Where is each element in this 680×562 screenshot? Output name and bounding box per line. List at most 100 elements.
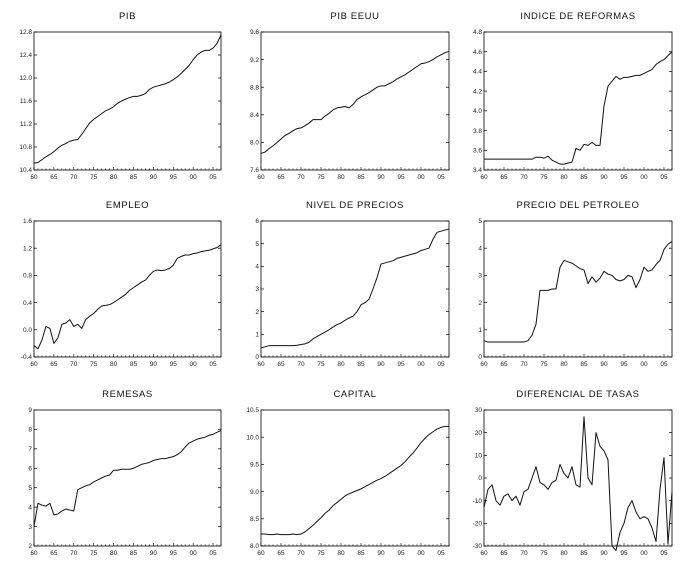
- x-tick-label: 65: [500, 361, 508, 368]
- y-tick-label: 0.4: [23, 300, 32, 307]
- x-tick-label: 80: [337, 550, 345, 557]
- chart-panel-3: INDICE DE REFORMAS 3.4 3.6 3.8 4.0 4.2 4.4 4.6 4…: [473, 11, 673, 181]
- y-tick-label: 3: [478, 273, 482, 280]
- x-tick-label: 65: [500, 550, 508, 557]
- x-tick-label: 70: [70, 174, 78, 181]
- x-tick-label: 80: [110, 174, 118, 181]
- x-tick-label: 70: [520, 361, 528, 368]
- x-tick-label: 90: [600, 550, 608, 557]
- x-tick-label: 70: [70, 550, 78, 557]
- series-line: [260, 50, 450, 154]
- y-tick-label: 9: [28, 407, 32, 414]
- x-tick-label: 80: [560, 361, 568, 368]
- y-tick-label: 5: [478, 218, 482, 225]
- x-tick-label: 70: [297, 550, 305, 557]
- x-tick-label: 90: [377, 174, 385, 181]
- x-tick-label: 90: [377, 550, 385, 557]
- x-tick-label: 70: [520, 550, 528, 557]
- y-tick-label: 0.8: [23, 273, 32, 280]
- x-tick-label: 05: [437, 174, 445, 181]
- y-tick-label: 0: [478, 475, 482, 482]
- y-tick-label: 20: [475, 430, 483, 437]
- x-tick-label: 80: [110, 361, 118, 368]
- x-tick-label: 80: [560, 174, 568, 181]
- y-tick-label: 10: [475, 453, 483, 460]
- x-tick-label: 75: [540, 174, 548, 181]
- x-tick-label: 95: [170, 361, 178, 368]
- series-line: [33, 244, 222, 350]
- chart-panel-2: PIB EEUU 7.6 8.0 8.4 8.8 9.2 9.6 60 65 70 75 80 85 90…: [250, 11, 450, 181]
- x-tick-label: 05: [660, 174, 668, 181]
- x-tick-label: 05: [209, 174, 217, 181]
- chart-title: PIB EEUU: [330, 11, 379, 22]
- y-tick-label: 1: [478, 327, 482, 334]
- y-tick-label: 12.0: [19, 75, 32, 82]
- x-tick-label: 75: [90, 550, 98, 557]
- x-tick-label: 05: [209, 550, 217, 557]
- x-tick-label: 05: [660, 361, 668, 368]
- x-tick-label: 65: [50, 174, 58, 181]
- x-tick-label: 85: [130, 361, 138, 368]
- y-tick-label: 4.0: [473, 108, 482, 115]
- x-tick-label: 60: [30, 361, 38, 368]
- y-tick-label: 4: [255, 264, 259, 271]
- x-tick-label: 65: [500, 174, 508, 181]
- x-tick-label: 85: [130, 550, 138, 557]
- x-tick-label: 60: [30, 550, 38, 557]
- y-tick-label: 12.8: [19, 29, 32, 36]
- x-tick-label: 95: [397, 174, 405, 181]
- series-line: [484, 51, 673, 165]
- x-tick-label: 05: [437, 361, 445, 368]
- x-tick-label: 75: [540, 550, 548, 557]
- x-tick-label: 00: [190, 174, 198, 181]
- x-tick-label: 00: [640, 550, 648, 557]
- chart-panel-5: NIVEL DE PRECIOS 0 1 2 3 4 5 6 60 65 70 75 80 85 90 95 0…: [255, 200, 450, 368]
- x-tick-label: 85: [357, 361, 365, 368]
- x-tick-label: 00: [417, 361, 425, 368]
- x-tick-label: 70: [520, 174, 528, 181]
- plot-frame: [260, 31, 450, 171]
- y-tick-label: 4.6: [473, 49, 482, 56]
- y-tick-label: -10: [473, 498, 483, 505]
- x-tick-label: 95: [170, 550, 178, 557]
- y-tick-label: 8: [28, 427, 32, 434]
- x-tick-label: 80: [110, 550, 118, 557]
- x-tick-label: 95: [397, 361, 405, 368]
- x-tick-label: 65: [50, 550, 58, 557]
- x-tick-label: 65: [50, 361, 58, 368]
- y-tick-label: 4: [478, 245, 482, 252]
- chart-title: INDICE DE REFORMAS: [520, 11, 635, 22]
- y-tick-label: -30: [473, 543, 483, 550]
- chart-title: PIB: [119, 11, 136, 22]
- y-tick-label: 7: [28, 446, 32, 453]
- y-tick-label: 1.2: [23, 245, 32, 252]
- y-tick-label: 4.2: [473, 88, 482, 95]
- chart-title: NIVEL DE PRECIOS: [306, 200, 404, 211]
- chart-title: DIFERENCIAL DE TASAS: [516, 389, 639, 400]
- x-tick-label: 00: [190, 550, 198, 557]
- y-tick-label: 8.0: [250, 140, 259, 147]
- y-tick-label: 7.6: [250, 167, 259, 174]
- x-tick-label: 90: [150, 550, 158, 557]
- plot-frame: [33, 220, 222, 358]
- chart-panel-6: PRECIO DEL PETROLEO 0 1 2 3 4 5 60 65 70 75 80 85 90 9…: [478, 200, 673, 368]
- plot-frame: [483, 31, 673, 171]
- y-tick-label: 3.6: [473, 147, 482, 154]
- y-tick-label: 0: [478, 354, 482, 361]
- x-tick-label: 65: [277, 550, 285, 557]
- series-line: [33, 429, 222, 527]
- plot-frame: [260, 409, 450, 547]
- y-tick-label: 10.4: [19, 167, 32, 174]
- chart-panel-4: EMPLEO -0.4 0.0 0.4 0.8 1.2 1.6 60 65 70 75 80 85 90 9…: [21, 200, 222, 368]
- y-tick-label: 2: [255, 309, 259, 316]
- x-tick-label: 90: [150, 361, 158, 368]
- chart-panel-8: CAPITAL 8.0 8.5 9.0 9.5 10.0 10.5 60 65 70 75 80 85 9…: [246, 389, 450, 557]
- y-tick-label: 10.5: [246, 407, 259, 414]
- y-tick-label: 1: [255, 332, 259, 339]
- x-tick-label: 80: [337, 174, 345, 181]
- x-tick-label: 75: [317, 174, 325, 181]
- y-tick-label: 4.4: [473, 69, 482, 76]
- x-tick-label: 95: [620, 174, 628, 181]
- plot-frame: [483, 220, 673, 358]
